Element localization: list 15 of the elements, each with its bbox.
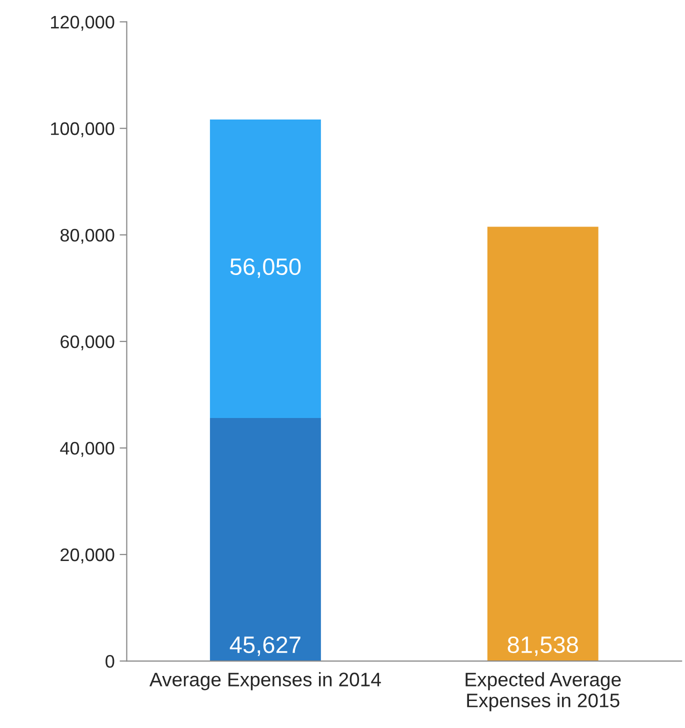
y-tick-label: 0 [106, 654, 114, 668]
bar [487, 226, 598, 662]
bar [210, 119, 321, 418]
data-label: 45,627 [230, 636, 300, 656]
x-tick-label: Expected Average Expenses in 2015 [466, 672, 621, 712]
data-label: 56,050 [230, 258, 301, 278]
y-tick-label: 20,000 [60, 548, 114, 564]
x-tick-label: Average Expenses in 2014 [149, 672, 381, 690]
y-tick-label: 60,000 [60, 335, 114, 350]
y-tick-label: 80,000 [60, 228, 114, 244]
data-label: 81,538 [508, 636, 578, 656]
y-tick-label: 100,000 [51, 122, 114, 138]
bar [210, 418, 321, 662]
y-tick-label: 40,000 [60, 442, 114, 457]
y-tick-label: 120,000 [51, 16, 114, 31]
